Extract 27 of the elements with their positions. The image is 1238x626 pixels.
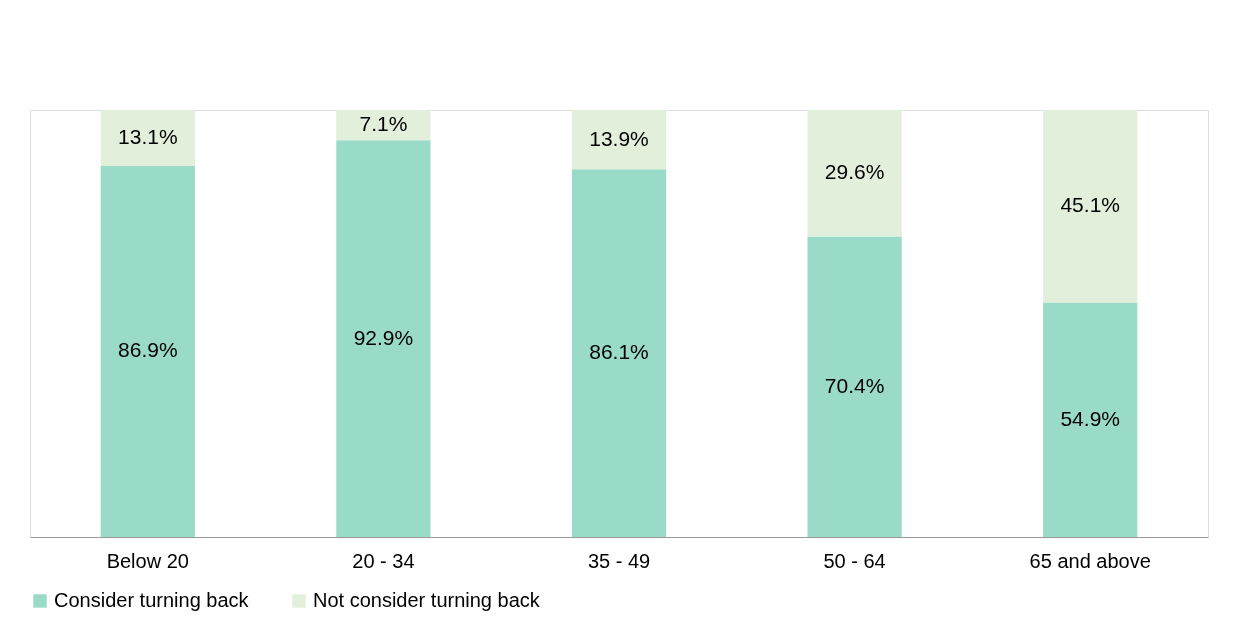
data-label: 86.9% — [118, 338, 178, 362]
bar — [807, 110, 902, 237]
data-label: 13.1% — [118, 124, 178, 148]
bar — [336, 140, 431, 537]
bar — [571, 110, 667, 170]
bar — [1043, 302, 1138, 537]
bar — [571, 169, 667, 537]
data-label: 54.9% — [1060, 406, 1120, 430]
x-tick-label: 50 - 64 — [823, 549, 886, 572]
data-label: 86.1% — [589, 340, 649, 364]
data-label: 13.9% — [589, 126, 649, 150]
data-label: 45.1% — [1060, 193, 1120, 217]
bar — [100, 165, 195, 537]
bar — [807, 236, 902, 537]
bar — [336, 110, 431, 141]
legend-label: Not consider turning back — [313, 589, 541, 611]
data-label: 29.6% — [824, 160, 885, 184]
x-tick-label: 65 and above — [1029, 549, 1151, 572]
data-label: 7.1% — [359, 112, 408, 136]
bar — [100, 110, 195, 166]
x-tick-label: 20 - 34 — [352, 549, 415, 572]
legend-label: Consider turning back — [54, 589, 250, 611]
bar — [1043, 110, 1138, 303]
x-tick-label: 35 - 49 — [587, 549, 651, 572]
data-label: 70.4% — [824, 373, 885, 397]
x-tick-label: Below 20 — [106, 549, 189, 572]
data-label: 92.9% — [353, 325, 414, 349]
